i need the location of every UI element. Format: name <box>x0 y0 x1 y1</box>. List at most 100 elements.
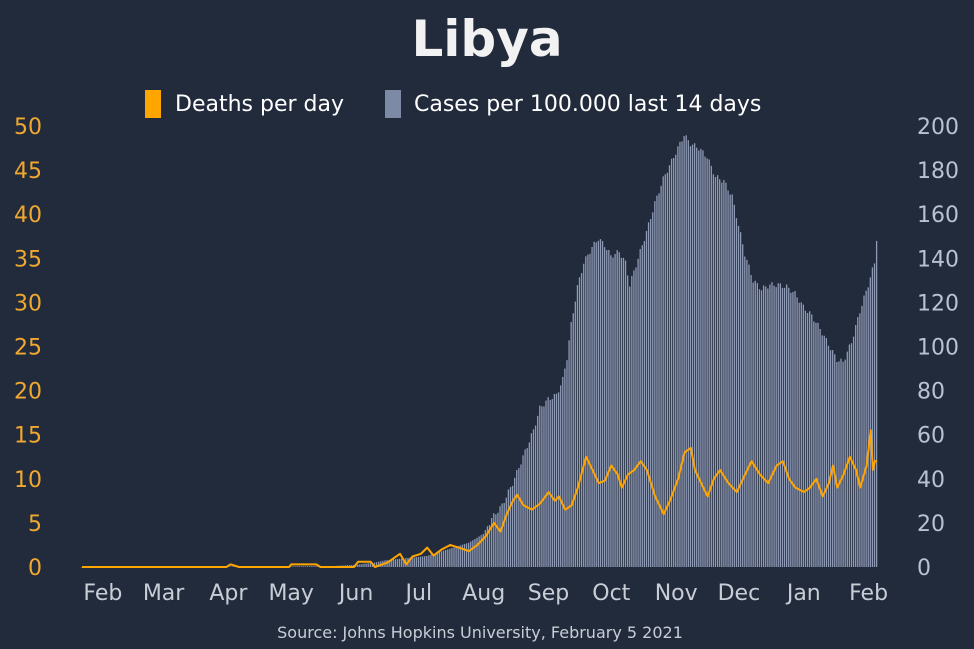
cases-bar <box>855 324 857 567</box>
cases-bar <box>375 562 378 567</box>
cases-bar <box>714 177 717 567</box>
cases-bar <box>681 141 683 567</box>
cases-bar <box>306 566 309 567</box>
cases-bar <box>775 287 777 567</box>
right-axis: 0 20 40 60 80 100 120 140 160 180 200 <box>917 115 959 581</box>
cases-bar <box>832 350 834 567</box>
cases-bar <box>296 566 298 567</box>
cases-bar <box>603 247 606 567</box>
cases-bar <box>731 194 733 567</box>
cases-bar <box>304 566 307 567</box>
cases-bar <box>434 553 436 567</box>
cases-bar <box>589 253 591 567</box>
cases-bar <box>637 258 639 567</box>
cases-bar <box>610 255 612 567</box>
cases-bar <box>309 566 311 567</box>
right-tick-label: 60 <box>917 424 945 449</box>
cases-bar <box>723 180 725 568</box>
cases-bar <box>836 362 838 567</box>
cases-bar <box>622 257 625 567</box>
cases-bar <box>650 218 652 567</box>
cases-bar <box>419 556 422 567</box>
cases-bar <box>520 464 522 567</box>
month-label: Sep <box>528 581 569 606</box>
left-tick-label: 30 <box>14 291 42 316</box>
cases-bar <box>627 275 629 567</box>
cases-bar <box>869 277 871 567</box>
cases-bar <box>781 287 784 567</box>
cases-bar <box>476 537 478 567</box>
cases-bar <box>574 301 576 567</box>
cases-bar <box>442 550 445 567</box>
cases-bar <box>461 544 464 567</box>
cases-bar <box>702 150 704 567</box>
right-tick-label: 180 <box>917 159 959 184</box>
left-tick-label: 0 <box>28 556 42 581</box>
cases-bar <box>779 283 782 567</box>
cases-bar <box>798 302 800 567</box>
cases-bar <box>662 176 664 567</box>
cases-bar <box>639 249 641 568</box>
right-tick-label: 20 <box>917 512 945 537</box>
month-label: Jan <box>785 581 821 606</box>
cases-bar <box>507 489 510 567</box>
cases-bar <box>587 254 589 567</box>
cases-bar <box>706 158 708 567</box>
cases-bar <box>551 399 553 567</box>
cases-bar <box>689 146 692 567</box>
cases-bar <box>865 290 867 567</box>
month-label: Aug <box>462 581 505 606</box>
cases-bar <box>421 556 424 567</box>
cases-bar <box>668 165 671 567</box>
cases-bar <box>691 144 694 568</box>
cases-bar <box>373 562 376 567</box>
cases-bar <box>428 555 430 567</box>
x-axis: Feb Mar Apr May Jun Jul Aug Sep Oct Nov Dec Jan Feb <box>83 581 888 606</box>
cases-bar <box>631 275 633 567</box>
cases-bar <box>367 563 369 567</box>
cases-bars <box>80 135 878 568</box>
cases-bar <box>597 240 599 567</box>
deaths-line <box>82 429 877 568</box>
cases-bar <box>859 313 861 567</box>
cases-bar <box>823 335 825 567</box>
cases-bar <box>564 368 566 567</box>
cases-bar <box>783 287 786 567</box>
cases-bar <box>863 295 865 567</box>
cases-bar <box>576 285 579 567</box>
cases-bar <box>629 286 631 567</box>
cases-bar <box>746 259 748 567</box>
cases-bar <box>562 376 564 567</box>
cases-bar <box>541 406 543 567</box>
cases-bar <box>478 536 480 567</box>
cases-bar <box>804 310 807 567</box>
cases-bar <box>660 185 662 568</box>
legend-label-deaths: Deaths per day <box>175 92 344 117</box>
cases-bar <box>524 449 526 567</box>
cases-bar <box>516 470 518 567</box>
cases-bar <box>857 317 859 567</box>
cases-bar <box>313 566 315 567</box>
cases-bar <box>361 564 363 567</box>
right-tick-label: 160 <box>917 203 959 228</box>
cases-bar <box>641 245 643 567</box>
left-tick-label: 10 <box>14 468 42 493</box>
cases-bar <box>453 547 455 567</box>
cases-bar <box>465 543 468 567</box>
cases-bar <box>398 558 401 567</box>
cases-bar <box>511 485 514 567</box>
cases-bar <box>748 264 750 567</box>
cases-bar <box>643 241 646 568</box>
cases-bar <box>560 385 562 567</box>
cases-bar <box>432 553 434 567</box>
cases-bar <box>852 336 855 567</box>
cases-bar <box>470 541 472 567</box>
cases-bar <box>618 252 620 567</box>
cases-bar <box>696 147 698 567</box>
cases-bar <box>777 283 779 567</box>
cases-bar <box>365 563 367 567</box>
cases-bar <box>585 256 587 567</box>
cases-bar <box>871 267 874 567</box>
cases-bar <box>451 548 453 567</box>
